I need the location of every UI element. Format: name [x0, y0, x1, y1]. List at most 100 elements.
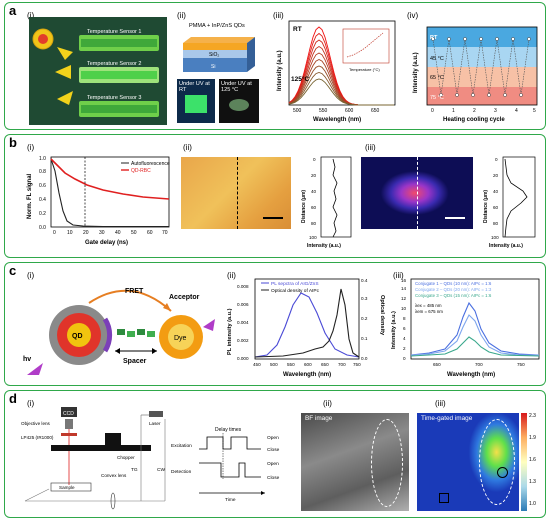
delay-label: Delay times [215, 427, 242, 433]
band-rt: RT [430, 35, 438, 41]
scale-tick-3: 1.3 [529, 479, 536, 485]
conj-ylabel: Intensity (a.u.) [391, 311, 397, 349]
profile-ii-ylabel: Distance (μm) [301, 190, 307, 223]
overlap-ylabel-left: PL intensity (a.u.) [227, 308, 233, 355]
spectra-xlabel: Wavelength (nm) [313, 117, 361, 123]
conj-ex: λex = 485 nm [415, 303, 442, 308]
detection-label: Detection [171, 469, 192, 475]
conj-ytick-1: 2 [403, 346, 406, 351]
spectra-xtick-3: 650 [371, 108, 380, 114]
scale-tick-1: 1.9 [529, 435, 536, 441]
bf-image: BF image [301, 413, 409, 511]
spectra-xtick-0: 500 [293, 108, 302, 114]
gated-title: Time-gated image [421, 415, 472, 422]
conj-legend-1: Conjugate 1 – QDs (10 nm): AIPc = 1:6 [415, 281, 492, 286]
cycle-xtick-1: 1 [452, 108, 455, 114]
conj-ytick-5: 10 [401, 306, 407, 311]
decay-xtick-5: 50 [131, 230, 137, 236]
cycle-xtick-5: 5 [533, 108, 536, 114]
roi-square [439, 493, 449, 503]
sample-label: Sample [59, 485, 75, 490]
decay-legend-auto: Autofluorescence [131, 161, 170, 167]
profile-iii-ytick-2: 40 [493, 189, 499, 194]
gated-image: Time-gated image [417, 413, 519, 511]
layer-sio2: SiO₂ [209, 52, 219, 58]
cycle-xlabel: Heating cooling cycle [443, 117, 505, 123]
decay-xtick-1: 10 [67, 230, 73, 236]
decay-ytick-4: 0.8 [39, 169, 46, 175]
cycle-xtick-2: 2 [473, 108, 476, 114]
decay-xtick-6: 60 [147, 230, 153, 236]
profile-ii-ytick-2: 40 [311, 189, 317, 194]
spectra-ylabel: Intensity (a.u.) [277, 50, 283, 91]
profile-iii-ytick-4: 80 [493, 221, 499, 226]
cycle-chart: RT 45 °C 65 °C 75 °C 0 1 2 3 4 5 Heating… [405, 17, 543, 127]
scale-bar-gated [445, 217, 465, 219]
fret-diagram: QD FRET Acceptor Dye Spacer hv [21, 279, 217, 385]
overlap-legend-pl: PL sepctra of AIG/ZnS [271, 281, 319, 287]
spacer-label: Spacer [123, 358, 147, 365]
hv-label: hv [23, 356, 31, 363]
decay-xlabel: Gate delay (ns) [85, 240, 128, 246]
sensor-2-label: Temperature Sensor 2 [87, 61, 141, 67]
dashed-line-gated [417, 157, 418, 229]
device-title: PMMA + InP/ZnS QDs [189, 23, 245, 29]
rt-annotation: RT [293, 26, 302, 33]
decay-ytick-3: 0.6 [39, 183, 46, 189]
decay-xtick-3: 30 [99, 230, 105, 236]
cycle-xtick-3: 3 [494, 108, 497, 114]
profile-chart-iii: 0 20 40 60 80 100 Distance (μm) Intensit… [481, 153, 541, 257]
overlap-legend-od: Optical density of AIPc [271, 288, 320, 294]
cw-label: CW [157, 467, 165, 473]
objective-label: Objective lens [21, 421, 51, 426]
colorbar [521, 413, 527, 511]
scale-tick-0: 2.3 [529, 413, 536, 419]
overlap-xtick-1: 500 [270, 362, 278, 367]
close-label-1: Close [267, 447, 280, 453]
conj-ytick-4: 8 [403, 316, 406, 321]
panel-letter-c: c [9, 263, 16, 278]
band-45: 45 °C [430, 56, 444, 62]
bf-dashed-ellipse [371, 419, 403, 507]
overlap-ytick-r4: 0.4 [361, 278, 368, 283]
profile-ii-xlabel: Intensity (a.u.) [307, 243, 341, 249]
device-stack: SiO₂ Si [177, 31, 259, 125]
overlap-xtick-5: 700 [338, 362, 346, 367]
band-75: 75 °C [430, 95, 444, 101]
panel-b-iii-label: (iii) [365, 143, 376, 152]
open-label-2: Open [267, 461, 279, 467]
overlap-xlabel: Wavelength (nm) [283, 372, 331, 378]
rbc-bright-image [181, 157, 291, 229]
conj-ytick-7: 14 [401, 286, 407, 291]
scale-bar [263, 217, 283, 219]
profile-iii-xlabel: Intensity (a.u.) [489, 243, 523, 249]
chopper-label: Chopper [117, 455, 135, 460]
roi-circle [497, 467, 508, 478]
laser-label: Laser [149, 421, 161, 426]
overlap-ytick-l3: 0.006 [237, 302, 249, 307]
panel-b-i-label: (i) [27, 143, 34, 152]
gated-dashed-ellipse [479, 419, 515, 505]
profile-ii-ytick-3: 60 [311, 205, 317, 210]
panel-d-iii-label: (iii) [435, 399, 446, 408]
panel-letter-b: b [9, 135, 17, 150]
panel-letter-d: d [9, 391, 17, 406]
qd-label: QD [72, 333, 83, 340]
timing-diagram: Delay times Excitation Detection Open Cl… [171, 405, 295, 517]
sensor-illustration: Temperature Sensor 1 Temperature Sensor … [29, 17, 167, 125]
photo-hot-label: Under UV at 125 °C [221, 81, 259, 93]
overlap-ytick-l1: 0.002 [237, 338, 249, 343]
dashed-line [237, 157, 238, 229]
profile-iii-ytick-0: 0 [495, 157, 498, 162]
overlap-ytick-r1: 0.1 [361, 336, 368, 341]
overlap-ytick-l0: 0.000 [237, 356, 249, 361]
profile-chart-ii: 0 20 40 60 80 100 Distance (μm) Intensit… [299, 153, 355, 257]
profile-ii-ytick-4: 80 [311, 221, 317, 226]
conj-em: λem = 675 nm [415, 309, 443, 314]
decay-ytick-1: 0.2 [39, 211, 46, 217]
profile-iii-ytick-5: 100 [491, 235, 499, 240]
panel-a-ii-label: (ii) [177, 11, 186, 20]
decay-chart: Autofluorescence QD-RBC 0.0 0.2 0.4 0.6 … [23, 153, 173, 257]
conj-xtick-2: 750 [517, 362, 525, 367]
sensor-3-label: Temperature Sensor 3 [87, 95, 141, 101]
